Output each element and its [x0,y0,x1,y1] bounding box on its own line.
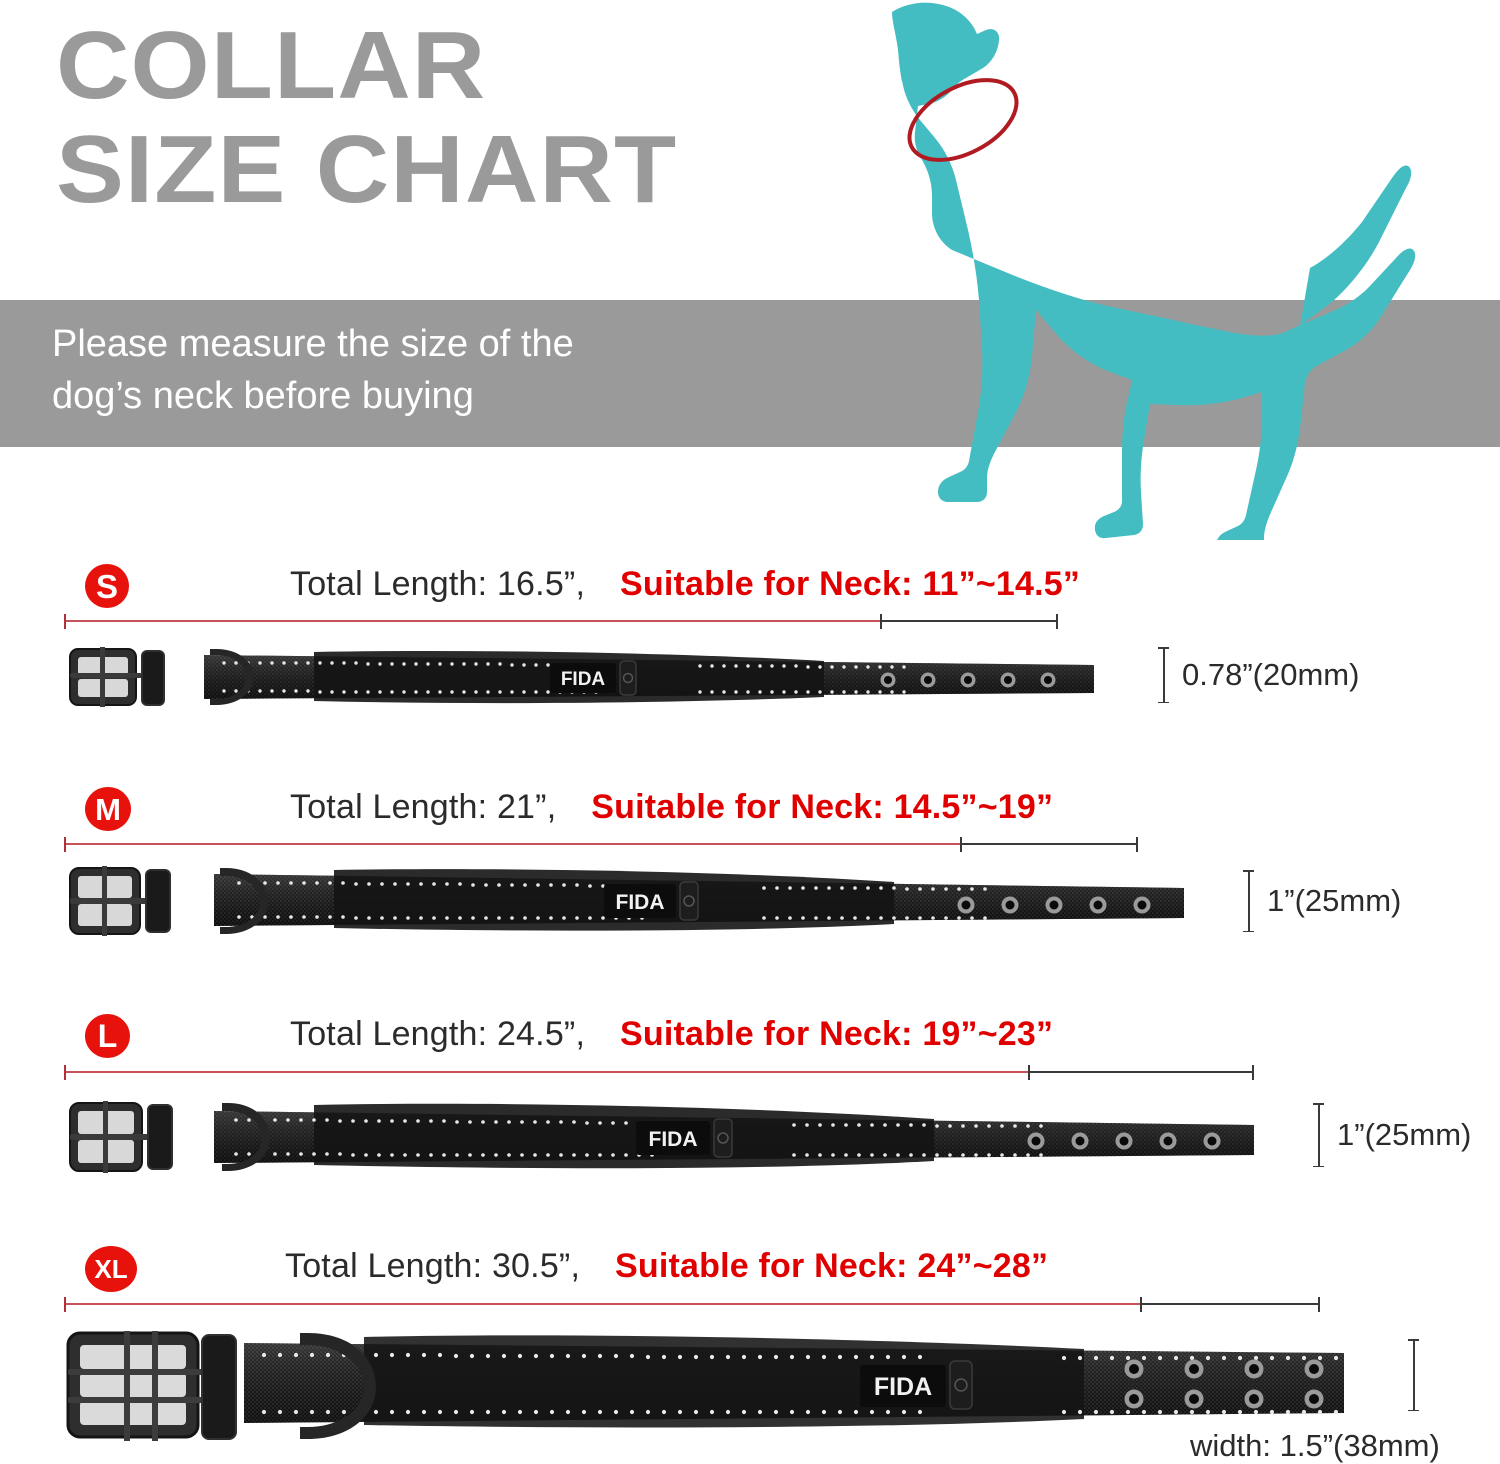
size-row-l: L Total Length: 24.5”, Suitable for Neck… [0,1003,1500,1218]
adjustment-holes [880,672,1056,688]
width-label-m: 1”(25mm) [1267,883,1402,918]
total-length-label-m: Total Length: 21”, [290,788,557,826]
width-dimension-m: 1”(25mm) [1243,870,1401,932]
collar-image-s: FIDA [64,641,1154,713]
size-badge-s: S [85,564,129,608]
total-length-label-s: Total Length: 16.5”, [290,565,586,603]
size-labels-l: Total Length: 24.5”, Suitable for Neck: … [290,1015,1053,1054]
adjustment-holes [1027,1132,1221,1150]
svg-text:FIDA: FIDA [874,1373,932,1401]
buckle-icon [69,647,142,707]
page-title: COLLAR SIZE CHART [56,14,676,222]
size-badge-xl: XL [85,1246,137,1292]
size-labels-s: Total Length: 16.5”, Suitable for Neck: … [290,565,1080,604]
collar-image-xl: FIDA [64,1327,1404,1447]
d-ring-icon [222,1103,270,1171]
page-title-line-1: COLLAR [56,12,487,119]
total-length-label-l: Total Length: 24.5”, [290,1015,586,1053]
size-labels-xl: Total Length: 30.5”, Suitable for Neck: … [285,1247,1048,1286]
svg-text:FIDA: FIDA [616,891,665,914]
dog-illustration [780,0,1500,540]
width-dimension-s: 0.78”(20mm) [1158,647,1359,703]
adjustment-holes [957,896,1151,914]
buckle-icon [69,866,148,936]
collar-image-l: FIDA [64,1095,1314,1181]
adjustment-holes [1124,1359,1324,1409]
brand-patch: FIDA [550,660,637,696]
svg-text:FIDA: FIDA [561,669,606,690]
dimension-line-s [64,614,1058,629]
neck-range-label-l: Suitable for Neck: 19”~23” [620,1015,1054,1053]
d-ring-icon [210,649,254,705]
size-row-xl: XL Total Length: 30.5”, Suitable for Nec… [0,1235,1500,1463]
neck-measure-ellipse-icon [907,78,1019,162]
brand-patch: FIDA [604,881,699,921]
d-ring-icon [300,1333,376,1439]
buckle-icon [66,1331,204,1441]
width-dimension-xl [1408,1339,1419,1411]
width-label-xl: width: 1.5”(38mm) [1190,1428,1440,1463]
dimension-line-m [64,837,1138,852]
page-title-line-2: SIZE CHART [56,116,678,223]
neck-range-label-m: Suitable for Neck: 14.5”~19” [591,788,1054,826]
size-badge-m: M [85,787,131,831]
brand-patch: FIDA [636,1118,733,1158]
collar-image-m: FIDA [64,860,1244,944]
d-ring-icon [220,868,268,934]
neck-range-label-s: Suitable for Neck: 11”~14.5” [620,565,1081,603]
neck-range-label-xl: Suitable for Neck: 24”~28” [615,1247,1049,1285]
buckle-icon [69,1101,150,1173]
size-row-m: M Total Length: 21”, Suitable for Neck: … [0,776,1500,976]
size-labels-m: Total Length: 21”, Suitable for Neck: 14… [290,788,1053,827]
brand-patch: FIDA [860,1360,973,1410]
width-label-l: 1”(25mm) [1337,1117,1472,1152]
size-row-s: S Total Length: 16.5”, Suitable for Neck… [0,553,1500,753]
svg-text:FIDA: FIDA [649,1128,698,1151]
width-dimension-l: 1”(25mm) [1313,1103,1471,1167]
size-badge-l: L [85,1014,130,1058]
dimension-line-xl [64,1297,1320,1312]
total-length-label-xl: Total Length: 30.5”, [285,1247,581,1285]
dimension-line-l [64,1065,1254,1080]
width-label-s: 0.78”(20mm) [1182,657,1360,692]
dog-silhouette-icon [892,2,1416,540]
